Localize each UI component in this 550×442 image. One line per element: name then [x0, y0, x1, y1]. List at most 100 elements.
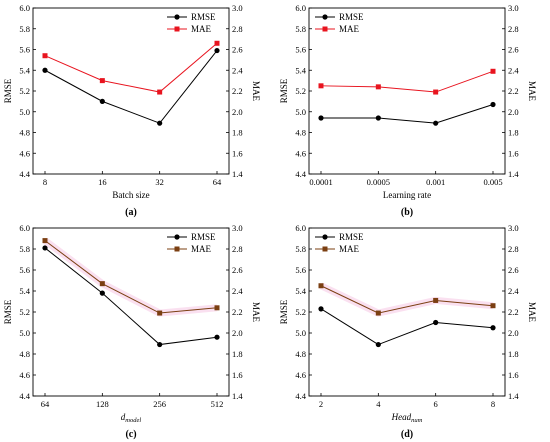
right-tick-label: 2.4 [508, 65, 519, 75]
data-point-mae [375, 310, 381, 316]
left-tick-label: 5.6 [295, 45, 306, 55]
data-point-mae [99, 78, 105, 84]
x-tick-label: 6 [434, 399, 438, 409]
right-tick-label: 2.4 [508, 286, 519, 296]
legend-label: RMSE [191, 232, 216, 242]
x-axis-label-main: d [121, 412, 126, 422]
right-tick-label: 1.6 [232, 148, 243, 158]
data-point-rmse [433, 319, 439, 326]
x-tick-label: 64 [41, 399, 50, 409]
right-tick-label: 2.6 [508, 45, 519, 55]
right-tick-label: 2.8 [508, 244, 519, 254]
subplot-caption: (c) [125, 429, 136, 440]
data-point-rmse [318, 306, 324, 312]
x-tick-label: 16 [98, 177, 107, 187]
data-point-rmse [490, 101, 496, 108]
y-axis-label-right: MAE [527, 81, 537, 102]
left-tick-label: 4.4 [19, 169, 30, 179]
legend-marker [322, 26, 328, 32]
legend-marker [174, 14, 180, 20]
data-point-rmse [433, 120, 439, 126]
series-mae [318, 68, 496, 95]
left-tick-label: 5.6 [295, 265, 306, 275]
right-tick-label: 1.6 [508, 148, 519, 158]
left-tick-label: 6.0 [19, 223, 30, 233]
legend-marker [322, 14, 328, 20]
right-tick-label: 1.8 [508, 349, 519, 359]
left-tick-label: 5.4 [19, 65, 30, 75]
left-tick-label: 4.4 [295, 169, 306, 179]
data-point-mae [42, 238, 48, 244]
right-tick-label: 2.4 [232, 286, 243, 296]
x-axis-label: Headnum [391, 412, 423, 424]
x-tick-label: 0.001 [426, 177, 445, 187]
left-tick-label: 4.6 [19, 370, 30, 380]
right-tick-label: 2.0 [508, 107, 519, 117]
right-tick-label: 1.8 [508, 128, 519, 138]
series-rmse [42, 47, 220, 126]
subplot-4: 4.4 4.6 4.8 5.0 5.2 5.4 5.6 5.8 6.0 1.4 1.6 1.8 2.0 2… [279, 223, 537, 440]
left-tick-label: 5.0 [295, 328, 306, 338]
data-point-mae [490, 68, 496, 74]
series-line [320, 285, 494, 314]
x-axis-label-subscript: num [411, 417, 423, 424]
series-line [44, 42, 218, 93]
series-line [320, 70, 494, 93]
data-point-mae [375, 84, 381, 90]
left-tick-label: 4.6 [295, 370, 306, 380]
legend-label: MAE [191, 24, 212, 34]
right-tick-label: 2.4 [232, 65, 243, 75]
right-tick-label: 2.8 [232, 244, 243, 254]
left-tick-label: 6.0 [295, 3, 306, 13]
x-tick-label: 0.0001 [309, 177, 332, 187]
right-tick-label: 2.6 [508, 265, 519, 275]
series-line [44, 240, 218, 314]
left-tick-label: 5.8 [19, 244, 30, 254]
legend-label: RMSE [339, 12, 364, 22]
series-rmse [318, 306, 496, 348]
x-tick-label: 256 [153, 399, 166, 409]
y-axis-label-right: MAE [527, 302, 537, 323]
legend-marker [322, 246, 328, 252]
data-point-rmse [214, 47, 220, 54]
x-tick-label: 512 [211, 399, 224, 409]
left-tick-label: 6.0 [19, 3, 30, 13]
left-tick-label: 5.4 [295, 65, 306, 75]
data-point-rmse [42, 245, 48, 251]
left-tick-label: 5.2 [19, 307, 30, 317]
legend-label: RMSE [191, 12, 216, 22]
right-tick-label: 2.2 [232, 86, 243, 96]
left-tick-label: 5.2 [19, 86, 30, 96]
data-point-mae [214, 305, 220, 311]
data-point-mae [157, 89, 163, 95]
series-line [321, 104, 494, 124]
left-tick-label: 6.0 [295, 223, 306, 233]
subplot-1: 4.4 4.6 4.8 5.0 5.2 5.4 5.6 5.8 6.0 1.4 1.6 1.8 2.0 2… [3, 3, 261, 218]
left-tick-label: 5.8 [295, 244, 306, 254]
subplot-3: 4.4 4.6 4.8 5.0 5.2 5.4 5.6 5.8 6.0 1.4 1.6 1.8 2.0 2… [3, 223, 261, 440]
left-tick-label: 5.6 [19, 265, 30, 275]
data-point-rmse [214, 334, 220, 340]
subplot-caption: (a) [125, 207, 137, 218]
right-tick-label: 2.2 [232, 307, 243, 317]
x-axis-label: Learning rate [383, 190, 431, 200]
legend: RMSE MAE [167, 232, 216, 254]
right-tick-label: 2.8 [508, 24, 519, 34]
left-tick-label: 5.8 [19, 24, 30, 34]
right-tick-label: 2.2 [508, 307, 519, 317]
right-tick-label: 1.4 [508, 169, 519, 179]
legend-label: MAE [339, 24, 360, 34]
data-point-rmse [318, 115, 324, 121]
right-tick-label: 1.4 [232, 391, 243, 401]
x-tick-label: 4 [376, 399, 381, 409]
right-tick-label: 3.0 [232, 3, 243, 13]
data-point-mae [99, 281, 105, 287]
left-tick-label: 5.8 [295, 24, 306, 34]
left-tick-label: 5.6 [19, 45, 30, 55]
series-mae [42, 237, 220, 317]
data-point-mae [214, 40, 220, 46]
subplot-caption: (b) [401, 207, 413, 218]
data-point-rmse [490, 325, 496, 331]
left-tick-label: 4.6 [19, 148, 30, 158]
